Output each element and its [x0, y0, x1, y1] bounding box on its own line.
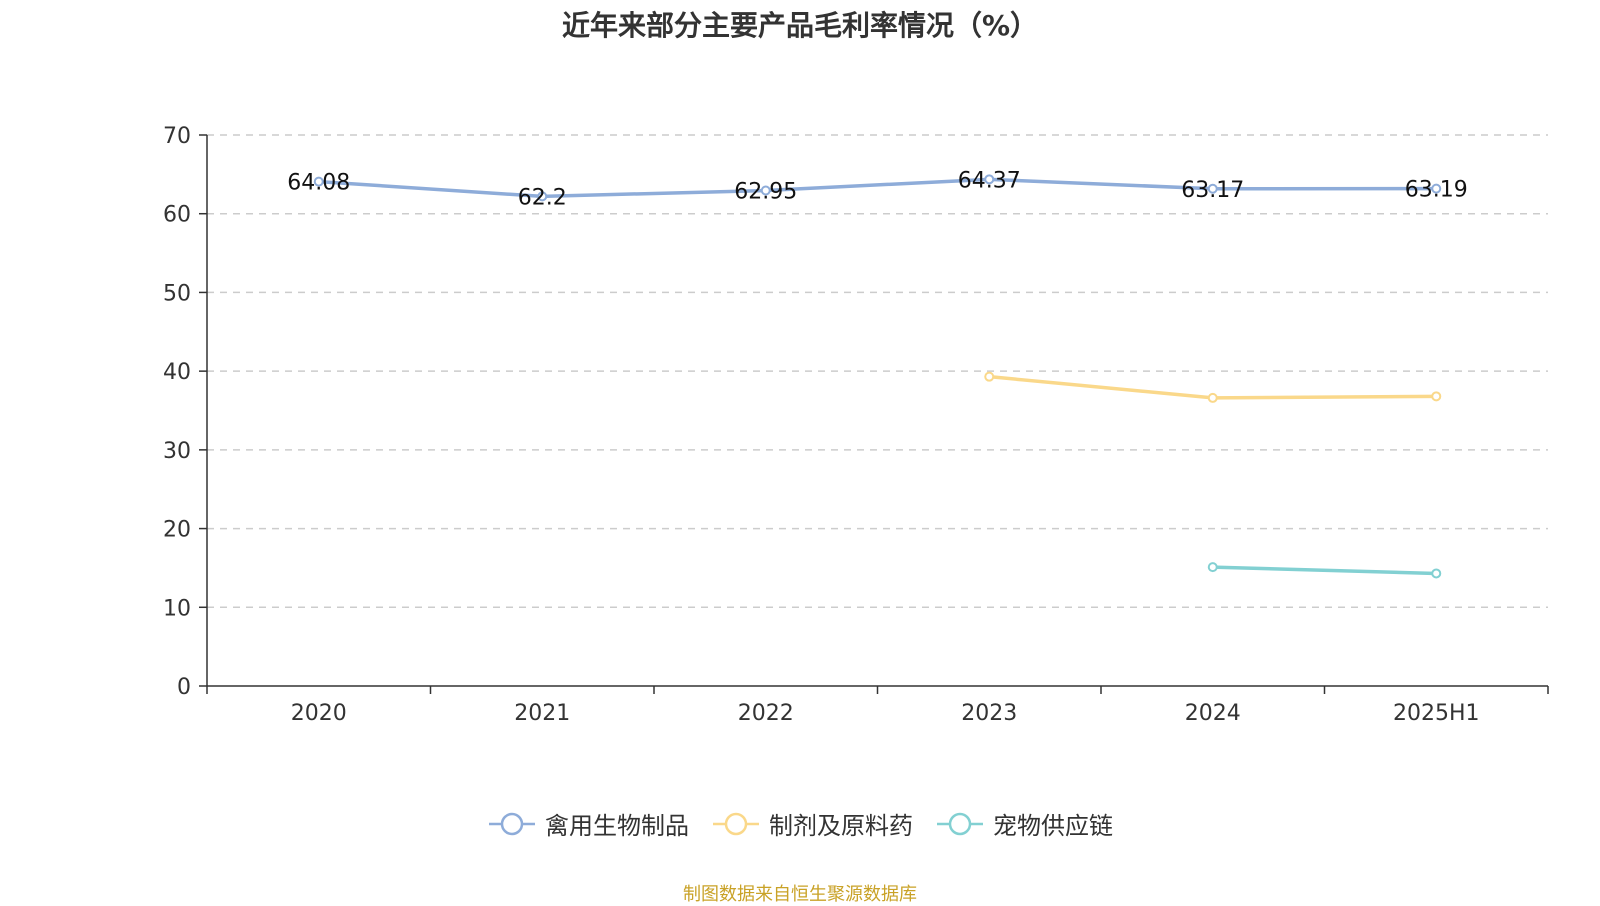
- legend-label: 禽用生物制品: [545, 812, 689, 840]
- legend-label: 制剂及原料药: [769, 812, 913, 840]
- data-label: 62.95: [734, 179, 797, 204]
- legend-item[interactable]: 制剂及原料药: [711, 806, 913, 841]
- data-point: [313, 176, 324, 187]
- x-tick-label: 2023: [961, 701, 1017, 726]
- y-tick-label: 40: [163, 360, 191, 385]
- y-tick-label: 20: [163, 518, 191, 543]
- data-point: [984, 371, 995, 382]
- data-label: 63.19: [1405, 178, 1468, 203]
- x-tick-label: 2024: [1185, 701, 1241, 726]
- x-tick-label: 2022: [738, 701, 794, 726]
- data-label: 64.08: [287, 171, 350, 196]
- x-tick-label: 2021: [514, 701, 570, 726]
- legend-swatch: [713, 812, 759, 835]
- legend-label: 宠物供应链: [993, 812, 1113, 840]
- x-tick-label: 2025H1: [1393, 701, 1480, 726]
- data-point: [537, 191, 548, 202]
- axes: 0 10 20 30 40 50 60 70 2020 2021 2022 2023 2024 2025H…: [163, 124, 1549, 726]
- legend-item[interactable]: 宠物供应链: [935, 806, 1113, 841]
- series-lines: [313, 174, 1442, 579]
- legend: 禽用生物制品 制剂及原料药 宠物供应链: [0, 806, 1600, 841]
- data-label: 63.17: [1181, 178, 1244, 203]
- legend-swatch: [937, 812, 983, 835]
- data-label: 62.2: [518, 185, 567, 210]
- x-tick-label: 2020: [291, 701, 347, 726]
- series-line-2: [1212, 565, 1437, 576]
- y-tick-label: 10: [163, 596, 191, 621]
- y-tick-label: 30: [163, 439, 191, 464]
- data-point: [1207, 562, 1218, 573]
- data-point: [1431, 568, 1442, 579]
- legend-marker: [724, 812, 748, 835]
- legend-item[interactable]: 禽用生物制品: [487, 806, 689, 841]
- source-note: 制图数据来自恒生聚源数据库: [683, 884, 917, 905]
- data-point: [760, 185, 771, 196]
- grid-lines: [207, 134, 1548, 609]
- data-point: [984, 174, 995, 185]
- legend-marker: [500, 812, 524, 835]
- data-point: [1431, 183, 1442, 194]
- legend-marker: [948, 812, 972, 835]
- data-point: [1207, 392, 1218, 403]
- y-tick-label: 50: [163, 281, 191, 306]
- y-tick-label: 70: [163, 124, 191, 149]
- data-label: 64.37: [958, 168, 1021, 193]
- y-tick-label: 0: [177, 675, 191, 700]
- chart-title: 近年来部分主要产品毛利率情况（%）: [561, 9, 1039, 42]
- data-labels: 64.08 62.2 62.95 64.37 63.17 63.19: [287, 168, 1467, 210]
- data-point: [1431, 391, 1442, 402]
- data-point: [1207, 183, 1218, 194]
- y-tick-label: 60: [163, 203, 191, 228]
- series-line-0: [318, 177, 1437, 199]
- legend-swatch: [489, 812, 535, 835]
